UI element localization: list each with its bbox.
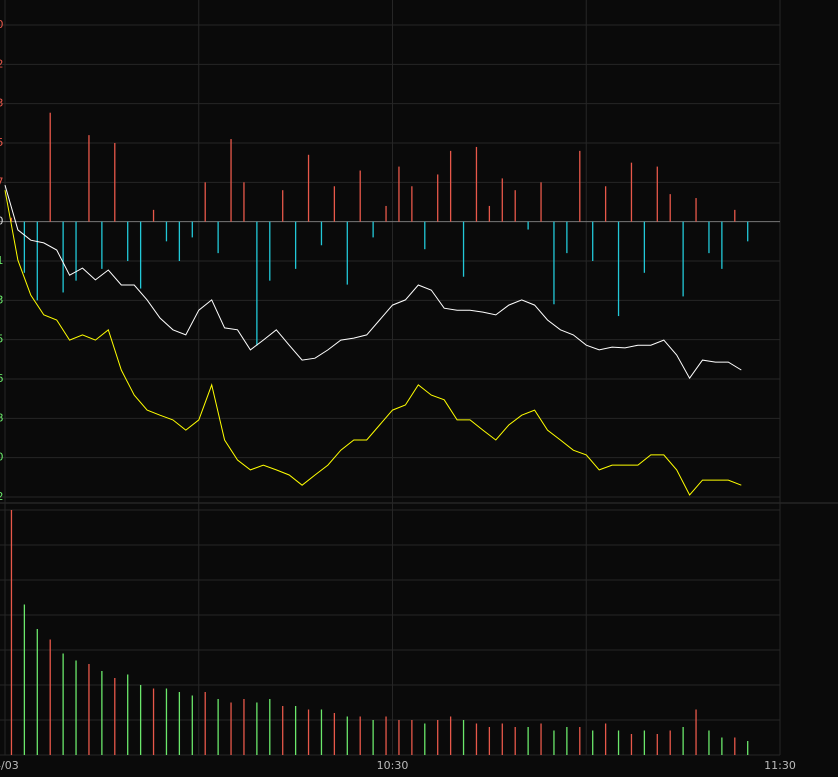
y-tick-label: 5 bbox=[0, 136, 4, 149]
x-tick-label: 4/03 bbox=[0, 759, 19, 772]
y-tick-label: 6 bbox=[0, 372, 4, 385]
x-tick-label: 10:30 bbox=[377, 759, 409, 772]
y-tick-label: 2 bbox=[0, 490, 4, 503]
y-tick-label: 5 bbox=[0, 333, 4, 346]
y-tick-label: 0 bbox=[0, 18, 4, 31]
y-tick-label: 0 bbox=[0, 215, 4, 228]
x-tick-label: 11:30 bbox=[764, 759, 796, 772]
y-tick-label: 3 bbox=[0, 293, 4, 306]
line-series bbox=[4, 184, 742, 380]
y-tick-label: 3 bbox=[0, 97, 4, 110]
y-tick-label: 8 bbox=[0, 411, 4, 424]
y-tick-label: 1 bbox=[0, 254, 4, 267]
y-tick-label: 0 bbox=[0, 451, 4, 464]
y-tick-label: 2 bbox=[0, 57, 4, 70]
line-series bbox=[4, 190, 742, 496]
y-tick-label: 7 bbox=[0, 175, 4, 188]
